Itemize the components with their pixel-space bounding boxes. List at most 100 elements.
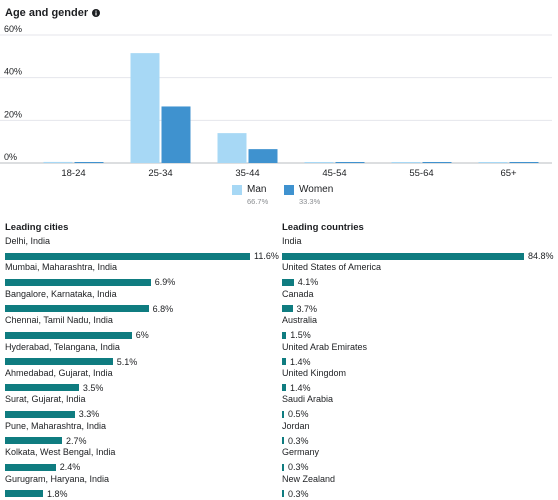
x-tick-label: 45-54	[322, 168, 346, 179]
item-label: Surat, Gujarat, India	[5, 394, 86, 405]
legend-pct-man: 66.7%	[247, 197, 269, 206]
value-bar	[282, 384, 286, 392]
item-value: 84.8%	[528, 251, 554, 261]
x-tick-label: 18-24	[61, 168, 85, 179]
value-bar	[5, 278, 151, 286]
list-item: Kolkata, West Bengal, India 2.4%	[5, 447, 277, 473]
bar-man-65+[interactable]	[478, 162, 508, 163]
leading-cities-section: Leading cities Delhi, India 11.6% Mumbai, …	[5, 222, 279, 500]
bar-women-45-54[interactable]	[335, 162, 365, 163]
item-value: 6.8%	[152, 303, 174, 314]
item-value: 3.5%	[82, 382, 104, 393]
item-value: 5.1%	[116, 356, 138, 367]
x-tick-label: 25-34	[148, 168, 172, 179]
item-label: Australia	[282, 315, 318, 326]
legend-label-women: Women	[299, 184, 334, 195]
item-value: 2.4%	[59, 462, 81, 473]
value-bar	[282, 252, 524, 260]
bar-man-35-44[interactable]	[217, 133, 247, 163]
value-bar	[5, 358, 113, 366]
value-bar	[282, 410, 284, 418]
list-item: Saudi Arabia 0.5%	[282, 394, 554, 420]
info-icon[interactable]	[92, 9, 101, 17]
list-item: Bangalore, Karnataka, India 6.8%	[5, 289, 277, 315]
value-bar	[282, 358, 286, 366]
list-item: Surat, Gujarat, India 3.3%	[5, 394, 277, 420]
list-item: Chennai, Tamil Nadu, India 6%	[5, 315, 277, 341]
leading-cities-list: Delhi, India 11.6% Mumbai, Maharashtra, In…	[5, 236, 279, 500]
bar-women-65+[interactable]	[509, 162, 539, 163]
list-item: Delhi, India 11.6%	[5, 236, 279, 262]
chart-legend: Man 66.7% Women 33.3%	[0, 184, 558, 208]
value-bar	[5, 331, 132, 339]
item-label: Delhi, India	[5, 236, 51, 246]
bar-man-18-24[interactable]	[43, 161, 73, 163]
item-value: 1.4%	[289, 356, 311, 367]
value-bar	[282, 490, 284, 498]
item-value: 0.5%	[288, 409, 309, 420]
bar-man-55-64[interactable]	[391, 162, 421, 163]
item-label: Jordan	[282, 420, 310, 431]
value-bar	[5, 305, 149, 313]
value-bar	[5, 384, 79, 392]
bar-man-45-54[interactable]	[304, 162, 334, 163]
bar-women-35-44[interactable]	[248, 149, 278, 163]
item-label: United Kingdom	[282, 367, 347, 378]
list-item: India 84.8%	[282, 236, 554, 262]
item-value: 11.6%	[254, 251, 279, 261]
item-value: 3.3%	[78, 409, 100, 420]
value-bar	[5, 437, 63, 445]
list-item: United Arab Emirates 1.4%	[282, 342, 554, 368]
y-tick-label: 60%	[4, 24, 22, 34]
list-item: Germany 0.3%	[282, 447, 554, 473]
legend-pct-women: 33.3%	[299, 197, 321, 206]
bar-women-18-24[interactable]	[74, 162, 104, 163]
legend-item-women[interactable]: Women 33.3%	[284, 184, 333, 207]
item-value: 2.7%	[66, 435, 87, 446]
legend-swatch-man	[232, 185, 242, 195]
list-item: United Kingdom 1.4%	[282, 368, 554, 394]
item-value: 1.8%	[47, 488, 68, 499]
x-tick-label: 65+	[500, 168, 517, 179]
item-value: 4.1%	[297, 277, 319, 288]
value-bar	[5, 410, 75, 418]
list-item: Pune, Maharashtra, India 2.7%	[5, 421, 277, 447]
item-label: United Arab Emirates	[282, 341, 368, 352]
leading-cities-title: Leading cities	[5, 222, 69, 233]
value-bar	[5, 463, 56, 471]
item-value: 3.7%	[296, 303, 318, 314]
item-value: 0.3%	[288, 462, 309, 473]
leading-countries-section: Leading countries India 84.8% United State…	[282, 222, 554, 500]
item-label: Bangalore, Karnataka, India	[5, 288, 117, 299]
item-value: 6%	[135, 330, 149, 341]
list-item: Mumbai, Maharashtra, India 6.9%	[5, 262, 277, 288]
item-value: 1.5%	[290, 330, 311, 341]
list-item: Canada 3.7%	[282, 289, 554, 315]
value-bar	[282, 463, 284, 471]
item-label: Kolkata, West Bengal, India	[5, 447, 116, 458]
item-label: Hyderabad, Telangana, India	[5, 341, 120, 352]
item-value: 1.4%	[289, 382, 311, 393]
item-label: India	[282, 236, 302, 246]
list-item: Gurugram, Haryana, India 1.8%	[5, 474, 277, 500]
age-gender-title: Age and gender	[5, 7, 89, 19]
item-label: Chennai, Tamil Nadu, India	[5, 315, 113, 326]
bar-women-55-64[interactable]	[422, 162, 452, 163]
legend-swatch-women	[284, 185, 294, 195]
list-item: Ahmedabad, Gujarat, India 3.5%	[5, 368, 277, 394]
item-label: Pune, Maharashtra, India	[5, 420, 107, 431]
x-tick-label: 55-64	[409, 168, 433, 179]
item-label: Germany	[282, 447, 320, 458]
bar-man-25-34[interactable]	[130, 53, 160, 163]
item-label: Mumbai, Maharashtra, India	[5, 262, 118, 273]
legend-item-man[interactable]: Man 66.7%	[232, 184, 268, 207]
list-item: United States of America 4.1%	[282, 262, 554, 288]
item-value: 6.9%	[154, 277, 176, 288]
y-tick-label: 40%	[4, 67, 22, 77]
y-tick-label: 0%	[4, 152, 17, 162]
bar-women-25-34[interactable]	[161, 106, 191, 163]
value-bar	[282, 305, 293, 313]
list-item: Jordan 0.3%	[282, 421, 554, 447]
item-label: United States of America	[282, 262, 382, 273]
item-value: 0.3%	[288, 435, 309, 446]
